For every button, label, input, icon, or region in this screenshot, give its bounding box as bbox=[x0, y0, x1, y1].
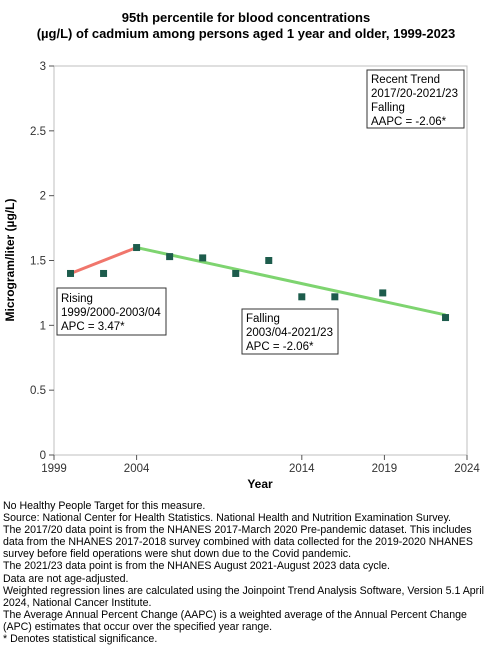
x-tick-label: 2024 bbox=[454, 463, 480, 475]
annotation-falling-line-3: APC = -2.06* bbox=[246, 341, 314, 353]
data-point bbox=[133, 244, 141, 252]
footnote-regression: Weighted regression lines are calculated… bbox=[3, 584, 484, 609]
trend-lines bbox=[69, 246, 446, 317]
annotation-rising-line-3: APC = 3.47* bbox=[61, 321, 125, 333]
x-tick-label: 1999 bbox=[41, 463, 67, 475]
data-point bbox=[100, 269, 108, 277]
annotation-recent-line-3: Falling bbox=[371, 102, 405, 114]
y-axis-ticks: 0 0.5 1 1.5 2 2.5 3 bbox=[30, 61, 54, 462]
data-points bbox=[67, 244, 450, 322]
trend-line-falling bbox=[136, 246, 446, 317]
footnote-2017-20: The 2017/20 data point is from the NHANE… bbox=[3, 524, 473, 561]
footnote-target: No Healthy People Target for this measur… bbox=[3, 500, 206, 512]
chart: 95th percentile for blood concentrations… bbox=[3, 10, 480, 491]
data-point bbox=[331, 293, 339, 301]
chart-title-line-1: 95th percentile for blood concentrations bbox=[122, 10, 370, 25]
data-point bbox=[199, 254, 207, 262]
footnote-significance: * Denotes statistical significance. bbox=[3, 633, 158, 646]
y-tick-label: 1.5 bbox=[30, 256, 46, 268]
x-axis-title: Year bbox=[247, 477, 273, 491]
annotation-falling-line-1: Falling bbox=[246, 313, 280, 325]
footnote-age-adjusted: Data are not age-adjusted. bbox=[3, 572, 129, 585]
data-point bbox=[298, 293, 306, 301]
y-tick-label: 0 bbox=[40, 450, 46, 462]
annotation-recent-line-1: Recent Trend bbox=[371, 74, 440, 86]
data-point bbox=[265, 257, 273, 264]
annotation-falling-line-2: 2003/04-2021/23 bbox=[246, 327, 333, 339]
x-tick-label: 2014 bbox=[289, 463, 315, 475]
plot-area bbox=[53, 65, 468, 456]
data-point bbox=[232, 269, 240, 277]
footnote-aapc: The Average Annual Percent Change (AAPC)… bbox=[3, 608, 467, 633]
footnotes: No Healthy People Target for this measur… bbox=[3, 500, 489, 645]
y-tick-label: 1 bbox=[40, 320, 46, 332]
data-point bbox=[442, 314, 450, 322]
x-tick-label: 2004 bbox=[124, 463, 150, 475]
y-tick-label: 2 bbox=[40, 191, 46, 203]
data-point bbox=[166, 253, 174, 261]
y-tick-label: 2.5 bbox=[30, 126, 46, 138]
annotation-recent-trend: Recent Trend 2017/20-2021/23 Falling AAP… bbox=[366, 69, 465, 129]
y-tick-label: 3 bbox=[40, 61, 46, 73]
footnote-2021-23: The 2021/23 data point is from the NHANE… bbox=[3, 560, 390, 573]
y-tick-label: 0.5 bbox=[30, 385, 46, 397]
x-axis-ticks: 1999 2004 2014 2019 2024 bbox=[41, 455, 480, 475]
trend-line-rising bbox=[69, 246, 138, 275]
data-point bbox=[67, 269, 75, 277]
annotation-recent-line-2: 2017/20-2021/23 bbox=[371, 88, 458, 100]
y-axis-title: Microgram/liter (µg/L) bbox=[3, 199, 17, 322]
data-point bbox=[379, 289, 387, 297]
annotation-recent-line-4: AAPC = -2.06* bbox=[371, 116, 447, 128]
annotation-rising-line-1: Rising bbox=[61, 293, 93, 305]
footnote-source: Source: National Center for Health Stati… bbox=[3, 512, 451, 525]
annotation-rising-line-2: 1999/2000-2003/04 bbox=[61, 307, 161, 319]
x-tick-label: 2019 bbox=[372, 463, 398, 475]
annotation-falling: Falling 2003/04-2021/23 APC = -2.06* bbox=[241, 308, 339, 355]
chart-title-line-2: (µg/L) of cadmium among persons aged 1 y… bbox=[37, 26, 456, 41]
annotation-rising: Rising 1999/2000-2003/04 APC = 3.47* bbox=[56, 287, 167, 336]
